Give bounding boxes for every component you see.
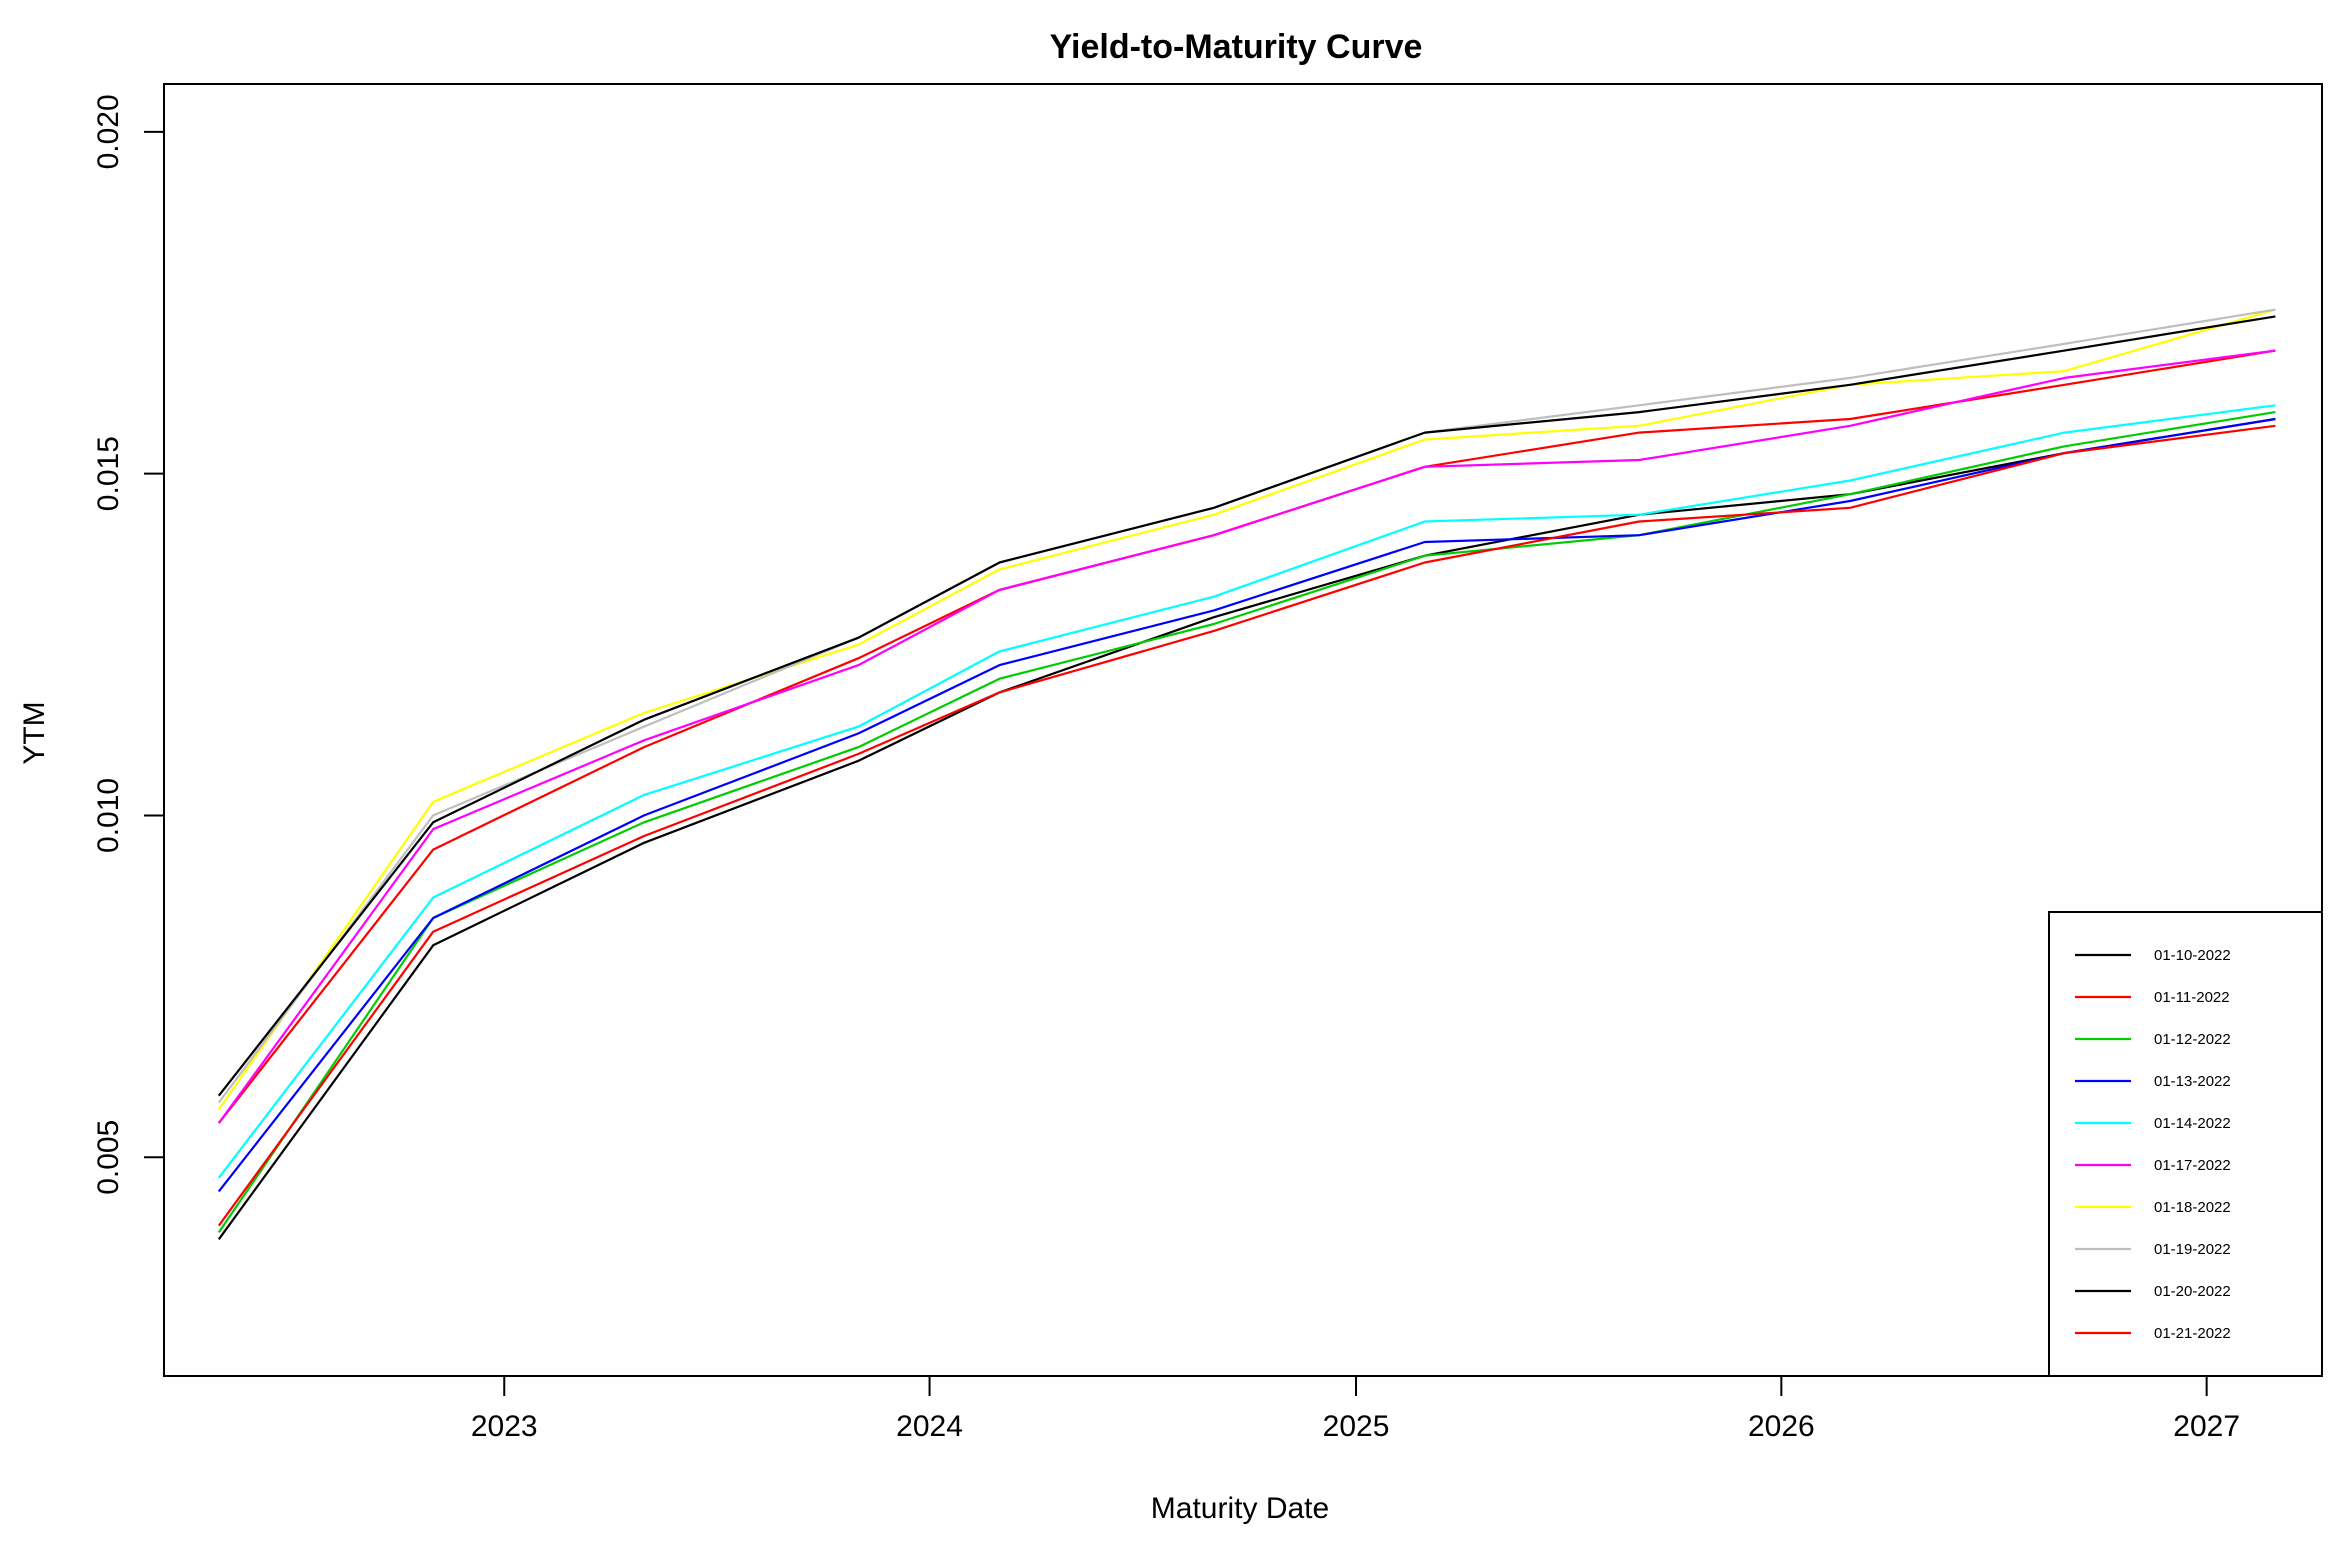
legend-item: 01-19-2022 [2075,1241,2231,1258]
x-tick-label: 2027 [2173,1410,2240,1443]
x-tick-label: 2024 [896,1410,963,1443]
axis-ticks: 2023 2024 2025 2026 2027 0.005 0.010 0.015 0.020 [92,94,2240,1443]
legend-label: 01-20-2022 [2154,1283,2231,1300]
y-tick-label: 0.015 [92,436,125,511]
legend-item: 01-13-2022 [2075,1073,2231,1090]
legend-item: 01-14-2022 [2075,1115,2231,1132]
series-line-01-18-2022 [217,308,2276,1111]
x-tick-label: 2023 [471,1410,538,1443]
x-tick-label: 2026 [1748,1410,1815,1443]
x-axis-label: Maturity Date [1151,1492,1329,1525]
legend-item: 01-20-2022 [2075,1283,2231,1300]
legend-label: 01-19-2022 [2154,1241,2231,1258]
series-line-01-13-2022 [217,417,2276,1193]
legend-label: 01-10-2022 [2154,947,2231,964]
legend-label: 01-11-2022 [2154,989,2230,1006]
plot-frame [163,83,2323,1377]
legend-item: 01-17-2022 [2075,1157,2231,1174]
legend-item: 01-12-2022 [2075,1031,2231,1048]
legend-box [2048,911,2323,1377]
legend: 01-10-2022 01-11-2022 01-12-2022 01-13-2022… [2048,911,2323,1377]
legend-item: 01-11-2022 [2075,989,2230,1006]
x-tick-label: 2025 [1323,1410,1390,1443]
y-tick-label: 0.010 [92,778,125,853]
y-axis-label: YTM [18,701,51,764]
legend-item: 01-21-2022 [2075,1325,2231,1342]
chart-title: Yield-to-Maturity Curve [1050,28,1423,66]
series-line-01-21-2022 [217,424,2276,1227]
series-line-01-17-2022 [217,349,2276,1124]
legend-label: 01-12-2022 [2154,1031,2231,1048]
legend-label: 01-14-2022 [2154,1115,2231,1132]
series-line-01-12-2022 [217,411,2276,1234]
legend-label: 01-21-2022 [2154,1325,2231,1342]
series-line-01-10-2022 [217,417,2276,1240]
series-line-01-14-2022 [217,404,2276,1179]
series-line-01-20-2022 [217,315,2276,1097]
legend-label: 01-13-2022 [2154,1073,2231,1090]
y-tick-label: 0.020 [92,94,125,169]
legend-label: 01-18-2022 [2154,1199,2231,1216]
legend-item: 01-18-2022 [2075,1199,2231,1216]
series-lines [217,308,2276,1240]
legend-label: 01-17-2022 [2154,1157,2231,1174]
y-tick-label: 0.005 [92,1120,125,1195]
legend-item: 01-10-2022 [2075,947,2231,964]
